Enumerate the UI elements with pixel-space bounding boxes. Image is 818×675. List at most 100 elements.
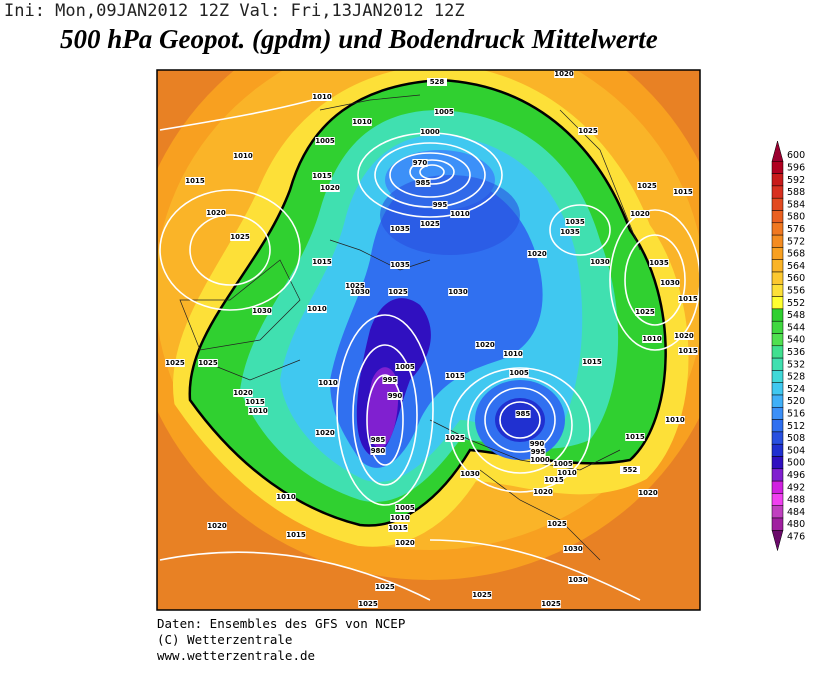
colorbar-label: 544 <box>787 322 805 333</box>
isobar-label: 1030 <box>448 288 468 296</box>
label-bg <box>230 233 250 241</box>
isobar-label: 1020 <box>527 250 547 258</box>
isobar-label: 1025 <box>472 591 492 599</box>
title: 500 hPa Geopot. (gpdm) und Bodendruck Mi… <box>60 24 658 54</box>
label-bg <box>557 469 577 477</box>
isobar-label: 1015 <box>544 476 564 484</box>
label-bg <box>350 288 370 296</box>
colorbar-box <box>771 308 784 322</box>
isobar-label: 1010 <box>248 407 268 415</box>
colorbar-label: 484 <box>787 507 805 518</box>
label-bg <box>582 358 602 366</box>
colorbar-label: 552 <box>787 298 805 309</box>
colorbar-cap <box>771 140 784 162</box>
label-bg <box>553 460 573 468</box>
label-bg <box>660 279 680 287</box>
isobar-label: 1015 <box>625 433 645 441</box>
isobar-label: 1005 <box>434 108 454 116</box>
colorbar-label: 564 <box>787 261 805 272</box>
label-bg <box>245 398 265 406</box>
label-bg <box>530 456 550 464</box>
map-frame <box>156 69 701 611</box>
label-bg <box>445 434 465 442</box>
isobar-label: 980 <box>371 447 386 455</box>
colorbar-label: 488 <box>787 495 805 506</box>
label-bg <box>382 376 398 384</box>
label-bg <box>358 600 378 608</box>
colorbar-box <box>771 357 784 371</box>
isobar-label: 1000 <box>420 128 440 136</box>
label-bg <box>541 600 561 608</box>
isobar-label: 1020 <box>554 70 574 78</box>
isobar-label: 1015 <box>678 347 698 355</box>
colorbar-label: 524 <box>787 384 805 395</box>
label-bg <box>649 259 669 267</box>
colorbar-box <box>771 296 784 310</box>
colorbar-label: 592 <box>787 175 805 186</box>
colorbar-box <box>771 407 784 420</box>
label-bg <box>445 372 465 380</box>
isobar-label: 1025 <box>165 359 185 367</box>
colorbar-box <box>771 173 784 187</box>
colorbar-box <box>771 382 784 396</box>
label-bg <box>185 177 205 185</box>
isobar-label: 1030 <box>590 258 610 266</box>
colorbar-box <box>771 345 784 359</box>
colorbar-label: 572 <box>787 236 805 247</box>
colorbar-label: 492 <box>787 482 805 493</box>
label-bg <box>460 470 480 478</box>
isobar-label: 1020 <box>674 332 694 340</box>
colorbar-label: 476 <box>787 531 805 542</box>
isobar-label: 1035 <box>565 218 585 226</box>
label-bg <box>448 288 468 296</box>
isobar-label: 1015 <box>582 358 602 366</box>
label-bg <box>248 407 268 415</box>
isobar-label: 1030 <box>350 288 370 296</box>
isobar-label: 1025 <box>635 308 655 316</box>
colorbar-box <box>771 480 784 494</box>
colorbar-label: 580 <box>787 212 805 223</box>
label-bg <box>370 447 386 455</box>
label-bg <box>415 179 431 187</box>
label-bg <box>312 93 332 101</box>
colorbar-box <box>771 247 784 260</box>
label-bg <box>625 433 645 441</box>
label-bg <box>412 159 428 167</box>
label-bg <box>388 524 408 532</box>
colorbar-box <box>771 185 784 199</box>
label-bg <box>527 250 547 258</box>
isobar-label: 985 <box>371 436 386 444</box>
isobar-label: 1010 <box>276 493 296 501</box>
colorbar-label: 560 <box>787 273 805 284</box>
colorbar-box <box>771 517 784 531</box>
label-bg <box>630 210 650 218</box>
isobar-label: 1010 <box>665 416 685 424</box>
footer-line: (C) Wetterzentrale <box>157 632 292 647</box>
colorbar-box <box>771 505 784 519</box>
isobar-label: 1020 <box>638 489 658 497</box>
label-bg <box>620 466 640 474</box>
label-bg <box>165 359 185 367</box>
colorbar-box <box>771 394 784 408</box>
label-bg <box>472 591 492 599</box>
isobar-label: 1035 <box>560 228 580 236</box>
label-bg <box>198 359 218 367</box>
label-bg <box>312 258 332 266</box>
colorbar-box <box>771 234 784 248</box>
label-bg <box>568 576 588 584</box>
isobar-label: 1005 <box>395 504 415 512</box>
isobar-label: 1030 <box>563 545 583 553</box>
isobar-label: 1015 <box>445 372 465 380</box>
isobar-label: 1015 <box>245 398 265 406</box>
isobar-label: 1015 <box>388 524 408 532</box>
colorbar-box <box>771 468 784 482</box>
label-bg <box>509 369 529 377</box>
label-bg <box>578 127 598 135</box>
isobar-label: 1025 <box>230 233 250 241</box>
contour-labels: 5285521020101010101005100010051010970985… <box>165 70 698 608</box>
colorbar-label: 536 <box>787 347 805 358</box>
isobar-label: 1020 <box>395 539 415 547</box>
label-bg <box>432 201 448 209</box>
label-bg <box>475 341 495 349</box>
label-bg <box>547 520 567 528</box>
